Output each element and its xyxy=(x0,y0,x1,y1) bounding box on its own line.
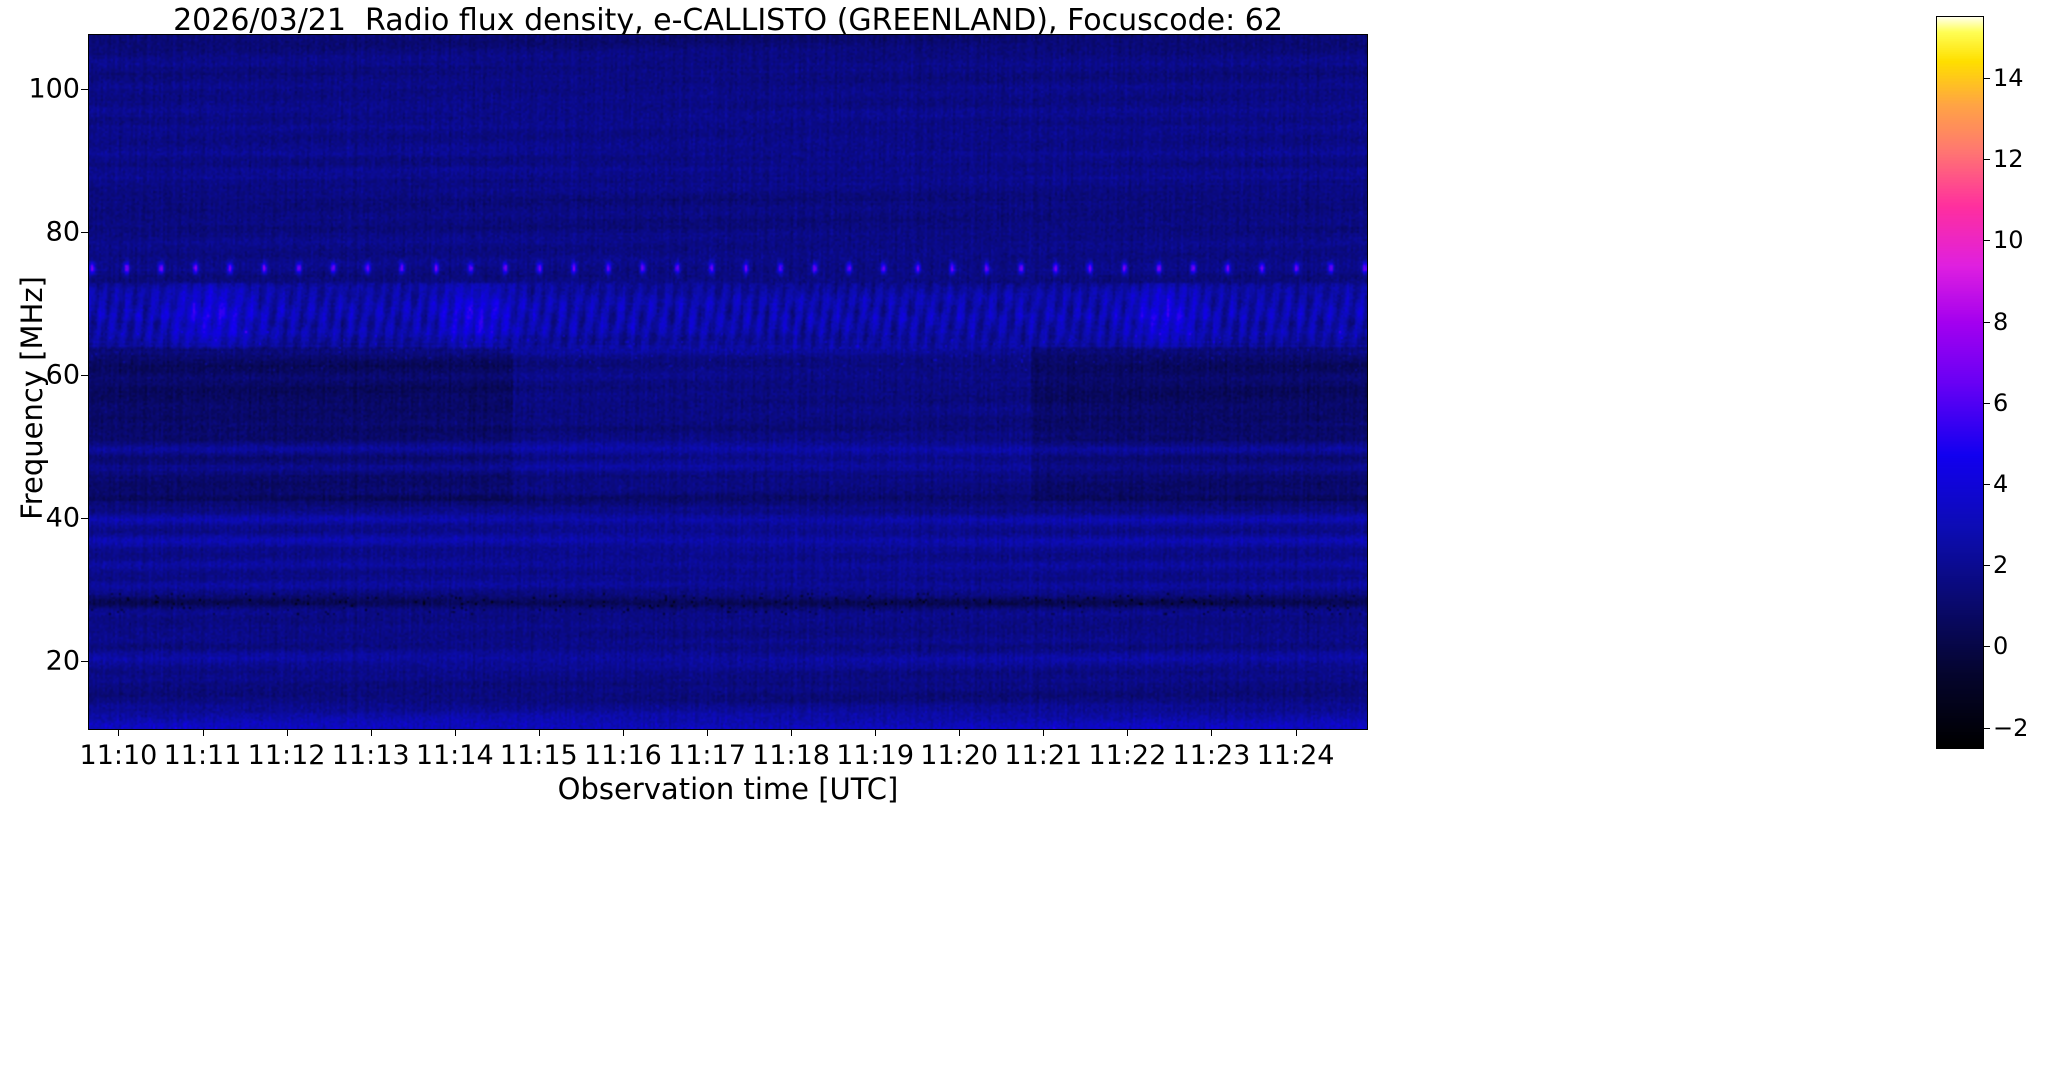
colorbar-gradient xyxy=(1937,17,1983,748)
x-tick-mark xyxy=(202,729,204,736)
x-tick-mark xyxy=(454,729,456,736)
x-tick-mark-group xyxy=(88,729,1368,737)
spectrogram-plot-area[interactable] xyxy=(88,34,1368,730)
x-tick-label: 11:22 xyxy=(1088,740,1167,771)
colorbar-tick-label: −2 xyxy=(1993,713,2029,742)
colorbar-tick-label: 2 xyxy=(1993,551,2009,580)
y-tick-mark xyxy=(81,517,88,519)
x-tick-mark xyxy=(791,729,793,736)
x-tick-label: 11:23 xyxy=(1172,740,1251,771)
x-tick-mark xyxy=(538,729,540,736)
colorbar-tick-mark xyxy=(1983,77,1990,79)
colorbar-tick-label-group: −2 0 2 4 6 8 10 12 14 xyxy=(1993,16,2039,749)
x-tick-mark xyxy=(622,729,624,736)
y-tick-mark-group xyxy=(81,34,89,730)
x-tick-label: 11:12 xyxy=(247,740,326,771)
colorbar-tick-mark-group xyxy=(1983,16,1991,749)
x-tick-mark xyxy=(1211,729,1213,736)
x-tick-label: 11:24 xyxy=(1256,740,1335,771)
colorbar-tick-mark xyxy=(1983,402,1990,404)
x-tick-mark xyxy=(875,729,877,736)
colorbar-tick-mark xyxy=(1983,321,1990,323)
y-tick-mark xyxy=(81,661,88,663)
x-tick-label: 11:18 xyxy=(752,740,830,771)
x-tick-mark xyxy=(370,729,372,736)
x-tick-mark xyxy=(1127,729,1129,736)
colorbar[interactable] xyxy=(1936,16,1984,749)
y-tick-label: 40 xyxy=(45,502,80,534)
colorbar-tick-mark xyxy=(1983,565,1990,567)
page-title: 2026/03/21 Radio flux density, e-CALLIST… xyxy=(173,3,1283,38)
x-axis-label: Observation time [UTC] xyxy=(557,772,899,806)
y-tick-label: 80 xyxy=(45,216,80,248)
colorbar-tick-mark xyxy=(1983,240,1990,242)
x-tick-mark xyxy=(959,729,961,736)
x-tick-mark xyxy=(1295,729,1297,736)
colorbar-tick-label: 8 xyxy=(1993,307,2009,336)
x-tick-label-group: 11:10 11:11 11:12 11:13 11:14 11:15 11:16 11:17… xyxy=(80,740,1368,776)
y-tick-mark xyxy=(81,231,88,233)
colorbar-tick-label: 14 xyxy=(1993,63,2024,92)
colorbar-tick-mark xyxy=(1983,727,1990,729)
x-tick-label: 11:13 xyxy=(331,740,410,771)
colorbar-tick-mark xyxy=(1983,484,1990,486)
x-tick-label: 11:21 xyxy=(1004,740,1083,771)
x-tick-label: 11:10 xyxy=(79,740,158,771)
colorbar-tick-mark xyxy=(1983,159,1990,161)
x-tick-label: 11:19 xyxy=(836,740,915,771)
x-tick-label: 11:20 xyxy=(920,740,999,771)
x-tick-label: 11:14 xyxy=(415,740,494,771)
spectrogram-image xyxy=(89,35,1367,729)
y-tick-mark xyxy=(81,374,88,376)
y-tick-label: 20 xyxy=(45,645,80,677)
colorbar-tick-label: 10 xyxy=(1993,226,2024,255)
y-tick-mark xyxy=(81,88,88,90)
x-tick-label: 11:15 xyxy=(499,740,578,771)
colorbar-tick-label: 12 xyxy=(1993,145,2024,174)
colorbar-tick-label: 6 xyxy=(1993,388,2009,417)
x-tick-label: 11:17 xyxy=(668,740,746,771)
y-tick-label-group: 100 80 60 40 20 xyxy=(12,34,80,730)
x-tick-mark xyxy=(1043,729,1045,736)
x-tick-label: 11:16 xyxy=(583,740,662,771)
x-tick-mark xyxy=(286,729,288,736)
x-tick-mark xyxy=(118,729,120,736)
colorbar-tick-mark xyxy=(1983,646,1990,648)
x-tick-mark xyxy=(706,729,708,736)
x-tick-label: 11:11 xyxy=(163,740,242,771)
colorbar-tick-label: 0 xyxy=(1993,632,2009,661)
y-tick-label: 60 xyxy=(45,359,80,391)
colorbar-tick-label: 4 xyxy=(1993,470,2009,499)
y-tick-label: 100 xyxy=(28,73,80,105)
